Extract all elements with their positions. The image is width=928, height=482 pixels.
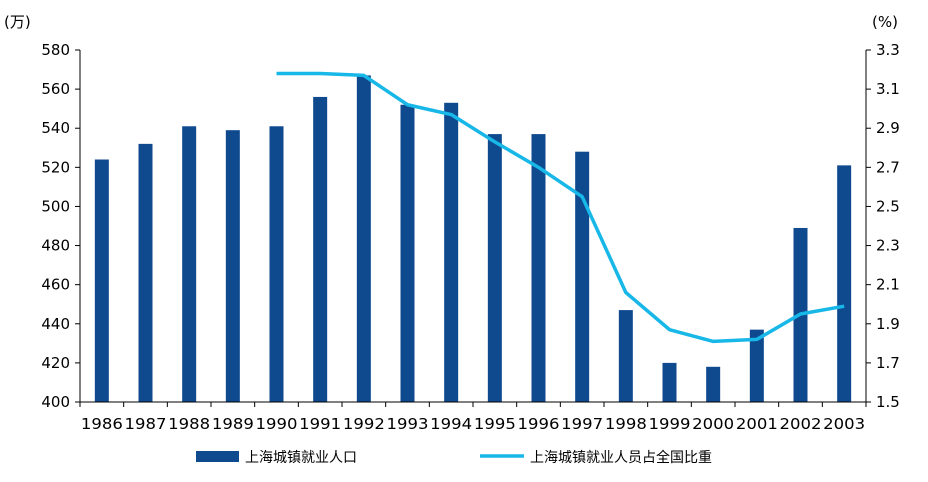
x-tick-label: 1999 (649, 415, 691, 433)
x-tick-label: 1993 (387, 415, 429, 433)
right-tick-label: 1.9 (876, 315, 900, 333)
x-tick-label: 2001 (736, 415, 778, 433)
legend: 上海城镇就业人口 上海城镇就业人员占全国比重 (196, 449, 712, 466)
line-series-layer (276, 71, 845, 344)
bar (575, 151, 590, 402)
x-tick-label: 1997 (561, 415, 603, 433)
x-tick-label: 2000 (692, 415, 734, 433)
legend-line-label: 上海城镇就业人员占全国比重 (530, 449, 712, 466)
right-tick-label: 1.5 (876, 393, 900, 411)
axes (79, 50, 867, 403)
x-tick-label: 2003 (823, 415, 865, 433)
left-axis-unit: (万) (4, 13, 31, 31)
left-tick-label: 580 (41, 41, 70, 59)
bar (94, 159, 109, 402)
left-tick-label: 480 (41, 237, 70, 255)
right-tick-label: 2.9 (876, 119, 900, 137)
bar (487, 134, 502, 403)
x-tick-label: 1986 (81, 415, 123, 433)
left-tick-label: 520 (41, 158, 70, 176)
bar (706, 366, 721, 402)
left-tick-label: 440 (41, 315, 70, 333)
left-tick-label: 400 (41, 393, 70, 411)
bar (225, 130, 240, 402)
legend-bar-swatch (196, 451, 239, 462)
left-tick-label: 460 (41, 276, 70, 294)
right-tick-label: 3.1 (876, 80, 900, 98)
bar (356, 75, 371, 402)
legend-bar-label: 上海城镇就业人口 (245, 450, 357, 466)
x-tick-label: 1992 (343, 415, 385, 433)
bar (182, 126, 197, 403)
bar (837, 165, 852, 402)
x-tick-label: 1990 (256, 415, 298, 433)
x-axis-ticks: 1986 1987 1988 1989 1990 1991 1992 1993 1994 1995… (79, 402, 867, 433)
x-tick-label: 1991 (299, 415, 341, 433)
bar (662, 362, 677, 402)
bar (400, 104, 415, 402)
x-tick-label: 1994 (430, 415, 472, 433)
x-tick-label: 1996 (518, 415, 560, 433)
bar (531, 134, 546, 403)
bar (269, 126, 284, 403)
bar-series (94, 75, 852, 403)
left-axis-ticks: 400 420 440 460 480 500 520 540 560 580 (41, 41, 80, 411)
x-tick-label: 1987 (125, 415, 167, 433)
left-tick-label: 540 (41, 119, 70, 137)
bar (444, 102, 459, 403)
x-tick-label: 1989 (212, 415, 254, 433)
left-tick-label: 420 (41, 354, 70, 372)
right-tick-label: 3.3 (876, 41, 900, 59)
bar (749, 329, 764, 402)
right-tick-label: 2.7 (876, 158, 900, 176)
left-tick-label: 500 (41, 197, 70, 215)
right-tick-label: 1.7 (876, 354, 900, 372)
bar (138, 143, 153, 402)
bar (313, 96, 328, 402)
x-tick-label: 1995 (474, 415, 516, 433)
left-tick-label: 560 (41, 80, 70, 98)
x-tick-label: 1998 (605, 415, 647, 433)
right-tick-label: 2.1 (876, 276, 900, 294)
right-axis-unit: (%) (872, 13, 898, 31)
x-tick-label: 2002 (780, 415, 822, 433)
right-tick-label: 2.5 (876, 197, 900, 215)
bar (618, 310, 633, 402)
line-series (276, 71, 845, 344)
right-tick-label: 2.3 (876, 237, 900, 255)
x-tick-label: 1988 (168, 415, 210, 433)
right-axis-ticks: 1.5 1.7 1.9 2.1 2.3 2.5 2.7 2.9 3.1 3.3 (866, 41, 900, 411)
